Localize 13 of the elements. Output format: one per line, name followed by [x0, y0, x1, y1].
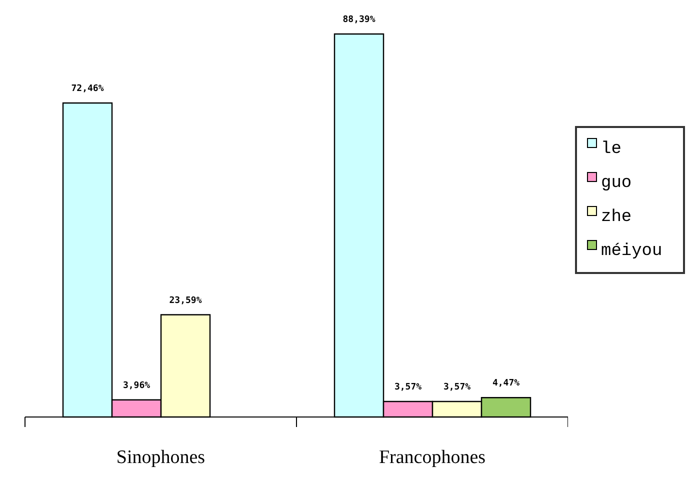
legend-label: zhe	[601, 208, 632, 227]
x-tick-label: Sinophones	[116, 447, 206, 468]
data-label: 3,57%	[394, 382, 422, 393]
legend-label: méiyou	[601, 242, 662, 261]
data-label: 88,39%	[342, 15, 376, 25]
data-label: 4,47%	[492, 378, 520, 389]
data-label: 3,57%	[443, 382, 472, 393]
x-tick-label: Francophones	[378, 447, 486, 468]
legend-label: le	[601, 140, 622, 159]
data-label: 72,46%	[71, 84, 104, 94]
data-label: 3,96%	[122, 380, 151, 391]
data-label: 23,59%	[169, 296, 202, 306]
legend-label: guo	[601, 174, 632, 193]
